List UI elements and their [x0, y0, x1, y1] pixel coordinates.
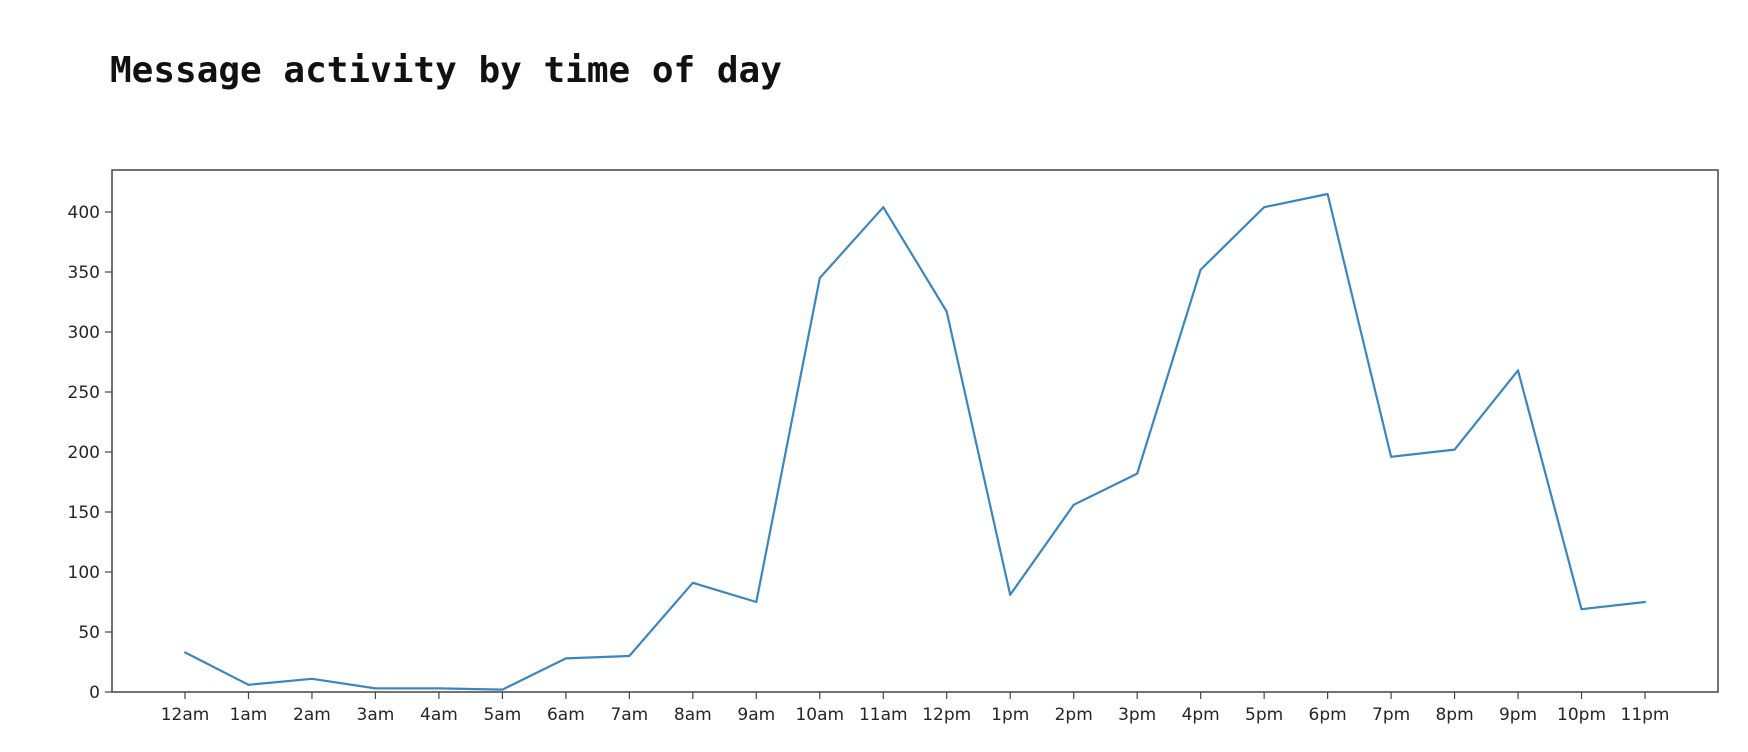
- data-point: [1136, 472, 1139, 475]
- x-tick-label: 9am: [737, 705, 775, 725]
- data-point: [564, 657, 567, 660]
- data-point: [1326, 193, 1329, 195]
- plot-frame: [111, 169, 1719, 693]
- x-tick-label: 2am: [293, 705, 331, 725]
- data-point: [1517, 369, 1520, 372]
- x-tick-label: 1pm: [991, 705, 1029, 725]
- y-tick-label: 150: [68, 503, 100, 523]
- x-tick-label: 4am: [420, 705, 458, 725]
- data-point: [1072, 503, 1075, 506]
- x-tick-label: 5am: [483, 705, 521, 725]
- y-tick-label: 200: [68, 443, 100, 463]
- data-point: [501, 688, 504, 691]
- x-tick-label: 11am: [859, 705, 908, 725]
- x-tick-label: 6pm: [1309, 705, 1347, 725]
- x-tick-label: 4pm: [1182, 705, 1220, 725]
- data-point: [1453, 448, 1456, 451]
- data-point: [374, 687, 377, 690]
- y-tick-label: 400: [68, 203, 100, 223]
- x-tick-label: 3pm: [1118, 705, 1156, 725]
- y-tick-label: 300: [68, 323, 100, 343]
- x-tick-label: 7pm: [1372, 705, 1410, 725]
- data-point: [1199, 268, 1202, 271]
- series-line: [184, 192, 1646, 691]
- x-tick-label: 7am: [610, 705, 648, 725]
- x-tick-label: 10am: [795, 705, 844, 725]
- x-tick-label: 11pm: [1621, 705, 1670, 725]
- data-point: [945, 310, 948, 313]
- x-tick-label: 6am: [547, 705, 585, 725]
- x-tick-label: 12am: [161, 705, 210, 725]
- data-point: [1263, 206, 1266, 209]
- data-point: [1009, 593, 1012, 596]
- x-tick-label: 2pm: [1055, 705, 1093, 725]
- data-point: [755, 601, 758, 603]
- data-point: [818, 277, 821, 279]
- data-point: [882, 206, 885, 209]
- x-axis: 12am 1am 2am 3am 4am 5am 6am 7am 8am 9am 10am 11am 1…: [161, 692, 1670, 725]
- chart-title: Message activity by time of day: [110, 50, 782, 91]
- x-tick-label: 3am: [357, 705, 395, 725]
- x-tick-label: 9pm: [1499, 705, 1537, 725]
- data-point: [1390, 455, 1393, 458]
- data-point: [691, 581, 694, 584]
- x-tick-label: 1am: [230, 705, 268, 725]
- data-point: [1580, 608, 1583, 611]
- plot-area: [184, 192, 1646, 691]
- y-tick-label: 350: [68, 263, 100, 283]
- x-tick-label: 10pm: [1557, 705, 1606, 725]
- x-tick-label: 12pm: [922, 705, 971, 725]
- y-axis: 0 50 100 150 200 250 300 350 400: [68, 203, 112, 703]
- data-point: [310, 677, 313, 680]
- data-point: [247, 683, 250, 686]
- y-tick-label: 250: [68, 383, 100, 403]
- data-point: [628, 655, 631, 657]
- y-tick-label: 100: [68, 563, 100, 583]
- y-tick-label: 0: [89, 683, 100, 703]
- data-point: [437, 687, 440, 690]
- x-tick-label: 8am: [674, 705, 712, 725]
- data-point: [184, 651, 186, 654]
- data-point: [1644, 601, 1646, 603]
- x-tick-label: 8pm: [1435, 705, 1473, 725]
- x-tick-label: 5pm: [1245, 705, 1283, 725]
- y-tick-label: 50: [78, 623, 100, 643]
